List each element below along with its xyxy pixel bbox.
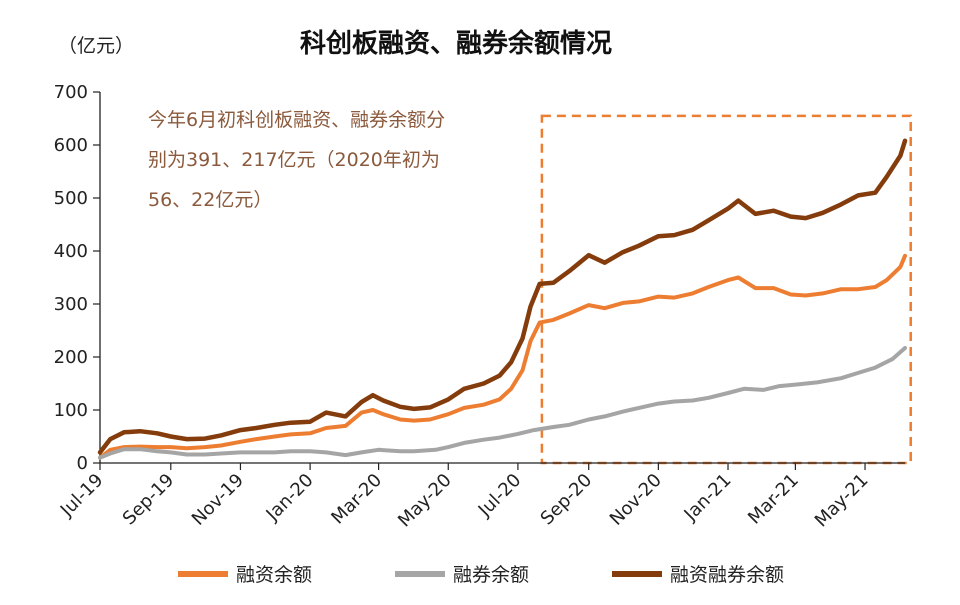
- x-tick-label: Nov-19: [188, 470, 248, 530]
- annotation-line-2: 别为391、217亿元（2020年初为: [148, 149, 440, 171]
- x-tick-label: May-20: [394, 470, 456, 532]
- chart-title: 科创板融资、融券余额情况: [300, 28, 612, 59]
- y-tick-label: 100: [54, 400, 88, 421]
- x-tick-label: Mar-21: [744, 470, 803, 529]
- y-tick-label: 200: [54, 347, 88, 368]
- x-tick-label: Sep-20: [537, 470, 597, 530]
- x-tick-label: Jan-21: [680, 470, 736, 526]
- series-line-short-selling: [98, 346, 907, 460]
- y-tick-label: 300: [54, 294, 88, 315]
- y-tick-label: 700: [54, 82, 88, 103]
- x-tick-label: Jan-20: [262, 470, 318, 526]
- series-line-total: [97, 138, 908, 455]
- x-tick-label: May-21: [811, 470, 873, 532]
- series-lines: [97, 138, 908, 460]
- y-tick-label: 600: [54, 135, 88, 156]
- annotation: 今年6月初科创板融资、融券余额分 别为391、217亿元（2020年初为 56、…: [148, 109, 445, 211]
- annotation-line-3: 56、22亿元）: [148, 189, 272, 211]
- x-tick-label: Sep-19: [119, 470, 179, 530]
- x-tick-label: Jul-19: [56, 470, 108, 522]
- series-line-financing: [98, 253, 907, 460]
- y-axis-unit-label: （亿元）: [58, 35, 134, 57]
- x-tick-label: Mar-20: [327, 470, 386, 529]
- y-tick-label: 0: [77, 453, 88, 474]
- legend-label-short-selling: 融券余额: [453, 564, 529, 586]
- legend-label-total: 融资融券余额: [670, 564, 784, 586]
- x-tick-label: Jul-20: [474, 470, 526, 522]
- annotation-line-1: 今年6月初科创板融资、融券余额分: [148, 109, 445, 131]
- y-tick-label: 500: [54, 188, 88, 209]
- legend: 融资余额 融券余额 融资融券余额: [178, 564, 784, 586]
- x-tick-label: Nov-20: [606, 470, 666, 530]
- legend-label-financing: 融资余额: [236, 564, 312, 586]
- y-tick-label: 400: [54, 241, 88, 262]
